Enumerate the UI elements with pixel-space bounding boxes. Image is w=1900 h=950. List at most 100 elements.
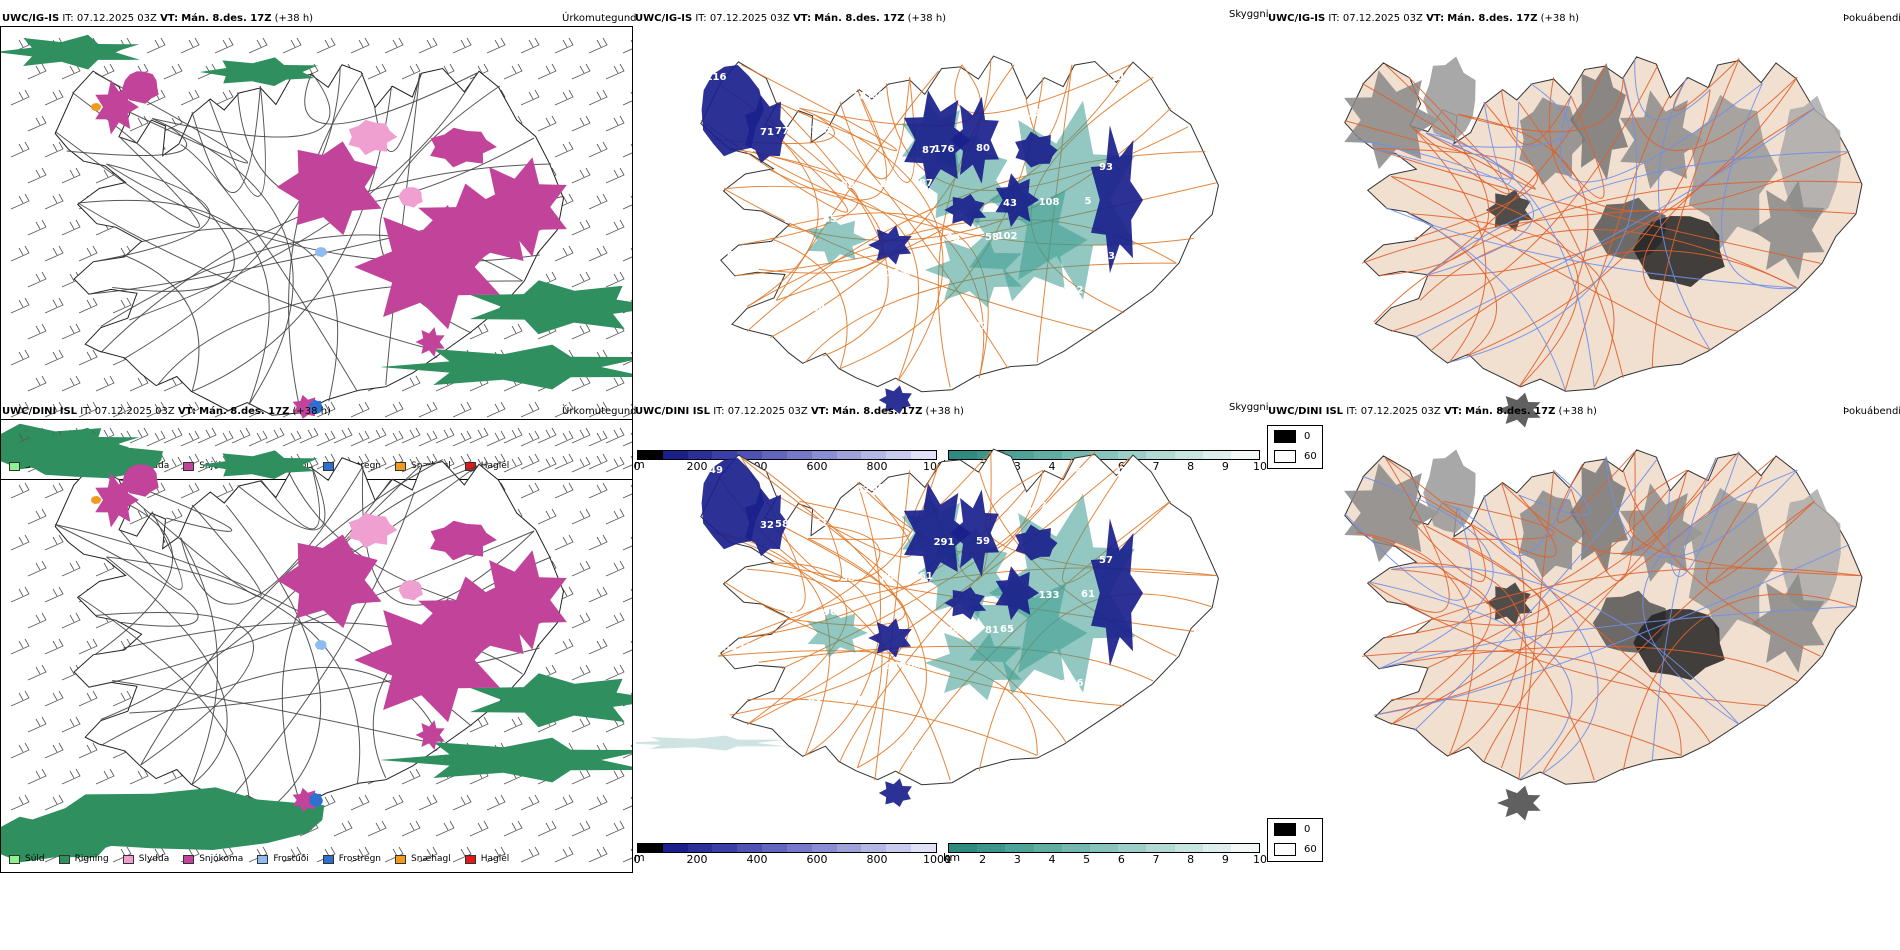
wind-barb: [10, 534, 30, 551]
it-label: IT:: [713, 406, 725, 417]
road-line: [1483, 451, 1740, 762]
fog-index-field: [1344, 463, 1440, 563]
road-line: [66, 124, 187, 157]
colorbar-tick-label: 800: [866, 460, 888, 473]
wind-barb: [622, 534, 642, 551]
road-line: [1431, 225, 1498, 357]
wind-barb: [503, 820, 523, 837]
road-line: [1651, 457, 1717, 762]
road-line: [787, 212, 989, 379]
ceiling-value-label: 61: [919, 571, 933, 582]
wind-barb: [10, 141, 30, 158]
snow-area: [276, 534, 382, 629]
road-line: [1411, 519, 1486, 582]
road-line: [1500, 89, 1572, 145]
model-label: UWC/DINI ISL: [1268, 406, 1344, 417]
fog-panel-title: Þokuábendi: [1843, 406, 1900, 417]
low-ceiling-field: [950, 489, 999, 577]
wind-barb: [588, 89, 608, 106]
wind-barb: [503, 716, 523, 733]
wind-barb: [44, 349, 64, 366]
road-line: [770, 58, 992, 339]
freezing-rain-area: [309, 399, 323, 414]
rain-area: [469, 673, 664, 728]
wind-barb: [622, 430, 642, 447]
ceiling-value-label: 59: [976, 536, 990, 547]
ceiling-value-label: 93: [1099, 162, 1113, 173]
ceiling-visibility-map: 116 195 87 102 70 101 86 80 5 87 47 60 58 63 65 81 233 14…: [636, 30, 1256, 450]
precip-legend-item: Haglél: [464, 461, 510, 471]
road-line: [874, 470, 911, 781]
it-label: IT:: [1328, 13, 1340, 24]
ceiling-value-label: 287: [853, 91, 874, 102]
wind-barb: [452, 794, 472, 811]
snow-area: [469, 550, 567, 650]
ceiling-value-label: 37: [1114, 466, 1128, 477]
snow-area: [430, 127, 497, 168]
road-line: [1672, 58, 1740, 112]
ceiling-colorbar: 0 200 400 600 800 1000: [634, 843, 951, 866]
ceiling-value-label: 38: [841, 573, 855, 584]
wind-barb: [248, 430, 268, 447]
precip-legend-label: Haglél: [480, 461, 510, 471]
wind-barb: [622, 141, 642, 158]
wind-barb: [452, 846, 472, 863]
wind-barb: [78, 742, 98, 759]
wind-barb: [163, 427, 183, 444]
wind-barb: [316, 37, 336, 54]
road-line: [95, 612, 255, 766]
wind-barb: [27, 271, 47, 288]
road-line: [129, 647, 540, 714]
wind-barb: [588, 245, 608, 262]
wind-barb: [571, 716, 591, 733]
wind-barb: [129, 768, 149, 785]
snow-area: [354, 597, 500, 723]
ceiling-visibility-map: 49 51 61 65 86 44 59 59 61 101 100 57 67 87 96 104 61 37 5…: [616, 423, 1256, 843]
road-line: [106, 556, 361, 785]
ceiling-value-label: 82: [880, 179, 894, 190]
colorbar-segment: [1118, 451, 1147, 459]
road-line: [1457, 113, 1589, 388]
wind-barb: [435, 427, 455, 444]
colorbar-segment: [762, 451, 787, 459]
fog-index-field: [1497, 785, 1541, 821]
colorbar-segment: [662, 844, 688, 852]
precip-legend-item: Snjókoma: [183, 854, 243, 864]
road-line: [1379, 64, 1490, 277]
road-line: [1356, 138, 1535, 277]
ceiling-value-label: 81: [985, 625, 999, 636]
wind-barb: [520, 846, 540, 863]
ceiling-value-label: 47: [847, 302, 861, 313]
ceiling-value-label: 63: [946, 233, 960, 244]
wind-barb: [401, 820, 421, 837]
road-line: [1425, 76, 1798, 277]
wind-barb: [571, 271, 591, 288]
wind-barb: [61, 323, 81, 340]
fog-index-field: [1519, 97, 1586, 185]
road-line: [95, 163, 211, 262]
wind-barb: [61, 612, 81, 629]
freezing-drizzle-area: [314, 247, 327, 258]
vt-label: VT:: [177, 406, 196, 417]
ceiling-value-label: 67: [1033, 501, 1047, 512]
colorbar-segment: [836, 451, 862, 459]
snow-area: [122, 71, 159, 104]
road-line: [1408, 213, 1615, 388]
colorbar-segment: [786, 451, 812, 459]
wind-barb: [605, 115, 625, 132]
wind-barb: [367, 456, 387, 473]
wind-barb: [469, 716, 489, 733]
model-label: UWC/IG-IS: [635, 13, 693, 24]
road-line: [1385, 567, 1862, 639]
lead-time: (+38 h): [1540, 13, 1580, 24]
road-line: [1391, 566, 1740, 725]
wind-barb: [503, 323, 523, 340]
ceiling-unit: m: [634, 458, 645, 471]
fog-legend-row: 0: [1268, 819, 1322, 839]
colorbar-segment: [712, 451, 738, 459]
wind-barb: [78, 349, 98, 366]
road-line: [718, 525, 881, 657]
fog-index-legend: 0 60: [1267, 425, 1323, 469]
wind-barb: [61, 219, 81, 236]
road-line: [723, 188, 1096, 332]
